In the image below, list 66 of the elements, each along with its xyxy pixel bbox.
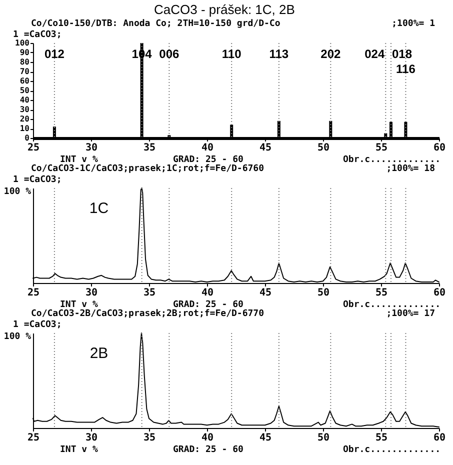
text: GRAD: 25 - 60 — [173, 155, 244, 165]
annotation: 110 — [222, 47, 242, 61]
y-tick-label: 60 — [20, 76, 30, 86]
text: Co/CaCO3-2B/CaCO3;prasek;2B;rot;f=Fe/D-6770 — [31, 309, 264, 319]
x-tick-label: 35 — [143, 288, 156, 298]
x-tick-label: 40 — [201, 142, 214, 154]
y-tick-label: 90 — [20, 48, 30, 57]
annotation: 113 — [269, 47, 289, 61]
text: 1 =CaCO3; — [13, 30, 62, 40]
annotation: 006 — [159, 47, 180, 61]
text: 100 % — [4, 332, 32, 342]
y-tick-label: 50 — [20, 86, 30, 95]
y-tick-label: 20 — [20, 114, 30, 124]
text: Obr.c............. — [343, 155, 441, 165]
y-tick-label: 30 — [20, 105, 30, 114]
annotation: 024 — [364, 47, 385, 61]
annotation: 202 — [320, 47, 341, 61]
text: 1 =CaCO3; — [13, 320, 62, 330]
x-tick-label: 50 — [317, 432, 330, 444]
x-tick-label: 55 — [375, 432, 388, 444]
text: 1 =CaCO3; — [13, 175, 62, 185]
x-tick-label: 25 — [27, 288, 40, 298]
text: ;100%= 18 — [386, 164, 435, 174]
x-tick-label: 35 — [143, 142, 156, 154]
annotation: 018 — [392, 47, 412, 61]
text: Obr.c............. — [343, 445, 441, 455]
annotation: 116 — [396, 62, 416, 76]
x-tick-label: 45 — [259, 288, 272, 298]
text: ;100%= 1 — [392, 19, 435, 29]
x-tick-label: 60 — [433, 142, 446, 154]
y-tick-label: 80 — [20, 58, 30, 66]
x-tick-label: 45 — [259, 142, 272, 154]
x-tick-label: 40 — [201, 288, 214, 298]
text: 2B — [90, 345, 108, 362]
text: Co/CaCO3-1C/CaCO3;prasek;1C;rot;f=Fe/D-6760 — [31, 164, 264, 174]
x-tick-label: 50 — [317, 288, 330, 298]
y-tick-label: 40 — [20, 96, 30, 104]
x-tick-label: 60 — [433, 432, 446, 444]
x-tick-label: 50 — [317, 142, 330, 154]
text: 1C — [89, 200, 109, 217]
x-tick-label: 60 — [433, 288, 446, 298]
x-tick-label: 25 — [27, 432, 40, 444]
x-tick-label: 55 — [375, 142, 388, 154]
text: 100 % — [4, 187, 32, 197]
x-tick-label: 30 — [85, 432, 98, 444]
y-tick-label: 10 — [20, 124, 30, 133]
x-tick-label: 40 — [201, 432, 214, 444]
text: GRAD: 25 - 60 — [173, 445, 244, 455]
annotation: 012 — [44, 47, 65, 61]
text: INT v % — [60, 155, 99, 165]
chart-title: CaCO3 - prášek: 1C, 2B — [154, 2, 295, 17]
x-tick-label: 30 — [85, 142, 98, 154]
text: GRAD: 25 - 60 — [173, 300, 244, 310]
x-tick-label: 25 — [27, 142, 40, 154]
text: ;100%= 17 — [386, 309, 435, 319]
x-tick-label: 35 — [143, 432, 156, 444]
y-tick-label: 70 — [20, 67, 30, 76]
x-tick-label: 30 — [85, 288, 98, 298]
y-tick-label: 0 — [24, 134, 30, 142]
y-tick-label: 100 — [15, 38, 30, 48]
text: INT v % — [60, 300, 99, 310]
x-tick-label: 45 — [259, 432, 272, 444]
text: INT v % — [60, 445, 99, 455]
text: Co/Co10-150/DTB: Anoda Co; 2TH=10-150 grd/D-Co — [31, 19, 280, 29]
text: Obr.c............. — [343, 300, 441, 310]
x-tick-label: 55 — [375, 288, 388, 298]
